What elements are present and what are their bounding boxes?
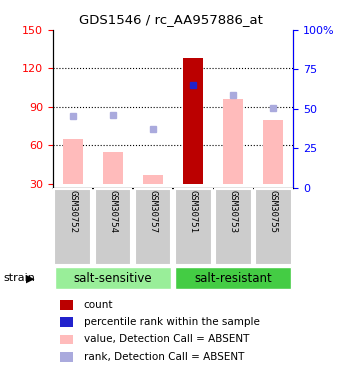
Text: salt-sensitive: salt-sensitive <box>74 272 152 285</box>
Text: GSM30755: GSM30755 <box>269 190 278 233</box>
Text: GDS1546 / rc_AA957886_at: GDS1546 / rc_AA957886_at <box>78 13 263 26</box>
Bar <box>175 267 291 290</box>
Bar <box>255 189 292 265</box>
Bar <box>175 189 211 265</box>
Text: percentile rank within the sample: percentile rank within the sample <box>84 317 260 327</box>
Bar <box>223 99 243 184</box>
Text: ▶: ▶ <box>26 273 34 284</box>
Text: GSM30757: GSM30757 <box>149 190 158 233</box>
Text: salt-resistant: salt-resistant <box>194 272 272 285</box>
Text: GSM30752: GSM30752 <box>69 190 77 233</box>
Bar <box>55 267 171 290</box>
Bar <box>135 189 172 265</box>
Text: GSM30754: GSM30754 <box>108 190 117 233</box>
Bar <box>263 120 283 184</box>
Text: strain: strain <box>3 273 35 284</box>
Text: GSM30753: GSM30753 <box>229 190 238 233</box>
Text: count: count <box>84 300 113 310</box>
Bar <box>103 152 123 184</box>
Bar <box>63 139 83 184</box>
Bar <box>94 189 131 265</box>
Text: value, Detection Call = ABSENT: value, Detection Call = ABSENT <box>84 334 249 344</box>
Bar <box>215 189 252 265</box>
Text: GSM30751: GSM30751 <box>189 190 197 233</box>
Bar <box>143 175 163 184</box>
Text: rank, Detection Call = ABSENT: rank, Detection Call = ABSENT <box>84 352 244 362</box>
Bar <box>55 189 91 265</box>
Bar <box>183 58 203 184</box>
